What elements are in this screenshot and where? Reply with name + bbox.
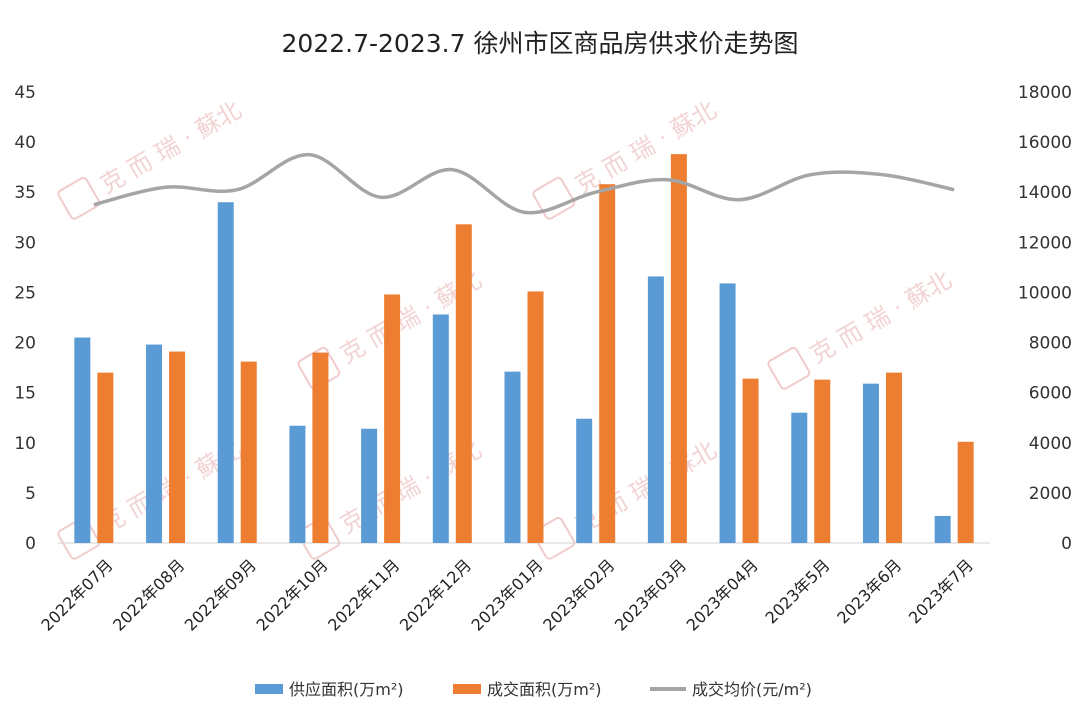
- bar-supply: [217, 202, 234, 543]
- bar-supply: [74, 337, 91, 543]
- x-tick-label: 2022年08月: [109, 555, 188, 634]
- price-line: [93, 152, 955, 215]
- watermark-seal: [767, 346, 811, 390]
- y-right-tick-label: 2000: [1029, 484, 1072, 504]
- bar-transaction: [384, 294, 401, 543]
- y-right-tick-label: 4000: [1029, 434, 1072, 454]
- x-tick-label: 2022年09月: [181, 555, 260, 634]
- y-right-tick-label: 0: [1061, 534, 1072, 554]
- x-tick-label: 2022年11月: [324, 555, 403, 634]
- chart-title: 2022.7-2023.7 徐州市区商品房供求价走势图: [282, 29, 799, 58]
- watermark: 克 而 瑞 · 蘇北: [57, 96, 246, 220]
- x-tick-label: 2022年12月: [396, 555, 475, 634]
- watermark-text: 克 而 瑞 · 蘇北: [95, 96, 246, 199]
- legend: 供应面积(万m²) 成交面积(万m²) 成交均价(元/m²): [255, 680, 812, 699]
- bar-transaction: [957, 441, 974, 543]
- x-tick-label: 2023年5月: [762, 555, 834, 627]
- y-left-tick-label: 15: [14, 384, 36, 404]
- bar-supply: [146, 344, 163, 543]
- bar-supply: [862, 383, 879, 543]
- watermark-seal: [57, 516, 101, 560]
- watermark-seal: [532, 176, 576, 220]
- x-tick-label: 2022年07月: [37, 555, 116, 634]
- watermark-text: 克 而 瑞 · 蘇北: [805, 266, 956, 369]
- bars: [74, 154, 974, 544]
- x-tick-label: 2023年7月: [905, 555, 977, 627]
- x-tick-label: 2023年02月: [539, 555, 618, 634]
- x-tick-label: 2023年01月: [468, 555, 547, 634]
- watermark-seal: [57, 176, 101, 220]
- price-line-path: [93, 152, 955, 215]
- legend-label: 供应面积(万m²): [289, 680, 404, 699]
- bar-supply: [361, 428, 378, 543]
- bar-supply: [934, 515, 951, 543]
- y-right-tick-label: 12000: [1018, 233, 1072, 253]
- y-left-tick-label: 35: [14, 183, 36, 203]
- watermark-seal: [297, 516, 341, 560]
- y-right-tick-label: 14000: [1018, 183, 1072, 203]
- x-tick-label: 2022年10月: [252, 555, 331, 634]
- bar-transaction: [814, 379, 831, 543]
- bar-supply: [719, 283, 736, 543]
- x-axis-labels: 2022年07月2022年08月2022年09月2022年10月2022年11月…: [37, 555, 977, 634]
- y-left-tick-label: 30: [14, 233, 36, 253]
- bar-supply: [289, 425, 306, 543]
- watermark-text: 克 而 瑞 · 蘇北: [570, 96, 721, 199]
- legend-swatch: [255, 684, 283, 694]
- bar-transaction: [670, 154, 687, 544]
- bar-supply: [504, 371, 521, 543]
- watermark: 克 而 瑞 · 蘇北: [532, 96, 721, 220]
- y-right-tick-label: 16000: [1018, 133, 1072, 153]
- legend-swatch: [453, 684, 481, 694]
- x-tick-label: 2023年6月: [833, 555, 905, 627]
- y-left-tick-label: 45: [14, 83, 36, 103]
- x-tick-label: 2023年04月: [683, 555, 762, 634]
- bar-supply: [791, 412, 808, 543]
- bar-supply: [576, 418, 593, 543]
- y-right-tick-label: 6000: [1029, 384, 1072, 404]
- x-tick-label: 2023年03月: [611, 555, 690, 634]
- bar-transaction: [527, 291, 544, 543]
- bar-supply: [432, 314, 449, 543]
- y-left-tick-label: 40: [14, 133, 36, 153]
- legend-label: 成交面积(万m²): [487, 680, 602, 699]
- watermark: 克 而 瑞 · 蘇北: [532, 436, 721, 560]
- legend-label: 成交均价(元/m²): [692, 680, 812, 699]
- watermark: 克 而 瑞 · 蘇北: [767, 266, 956, 390]
- bar-supply: [647, 276, 664, 543]
- bar-transaction: [599, 184, 616, 543]
- bar-transaction: [455, 224, 472, 543]
- y-left-tick-label: 5: [25, 484, 36, 504]
- bar-transaction: [742, 378, 759, 543]
- bar-transaction: [169, 351, 186, 543]
- y-left-tick-label: 10: [14, 434, 36, 454]
- y-left-tick-label: 0: [25, 534, 36, 554]
- y-left-tick-label: 20: [14, 334, 36, 354]
- axes: 0 5 10 15 20 25 30 35 40 45 0 2000 4000 6000 8000 10000…: [14, 83, 1072, 554]
- y-left-tick-label: 25: [14, 283, 36, 303]
- watermark-text: 克 而 瑞 · 蘇北: [570, 436, 721, 539]
- watermark-seal: [532, 516, 576, 560]
- bar-transaction: [97, 372, 114, 543]
- y-right-tick-label: 8000: [1029, 334, 1072, 354]
- bar-transaction: [240, 361, 257, 543]
- bar-transaction: [312, 352, 329, 543]
- y-right-tick-label: 18000: [1018, 83, 1072, 103]
- bar-transaction: [885, 372, 902, 543]
- y-right-tick-label: 10000: [1018, 283, 1072, 303]
